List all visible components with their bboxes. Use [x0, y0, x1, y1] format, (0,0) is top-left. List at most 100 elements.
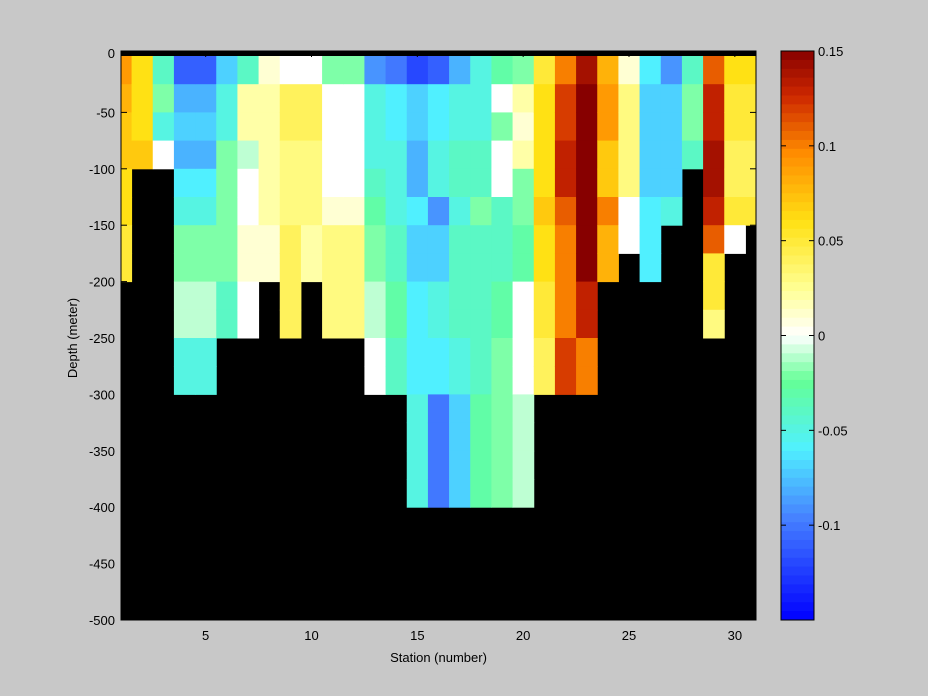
colorbar-swatch — [781, 442, 814, 452]
colorbar — [780, 50, 815, 621]
colorbar-swatch — [781, 59, 814, 70]
heatmap-cell — [745, 168, 757, 198]
heatmap-cell — [470, 168, 492, 198]
heatmap-cell — [152, 84, 175, 113]
heatmap-cell — [576, 84, 598, 113]
heatmap-cell — [597, 197, 619, 226]
y-tick-label: -400 — [89, 500, 115, 515]
heatmap-cell — [639, 253, 662, 283]
heatmap-cell — [300, 253, 323, 283]
colorbar-swatch — [781, 335, 814, 345]
heatmap-cell — [300, 140, 323, 170]
colorbar-swatch — [781, 237, 814, 248]
heatmap-cell — [279, 168, 302, 198]
heatmap-cell — [576, 338, 598, 367]
heatmap-cell — [406, 338, 429, 367]
heatmap-cell — [491, 338, 514, 367]
heatmap-cell — [427, 140, 450, 170]
heatmap-cell — [121, 56, 133, 85]
heatmap-cell — [173, 168, 196, 198]
heatmap-cell — [618, 197, 641, 226]
heatmap-cell — [533, 225, 556, 254]
heatmap-cell — [216, 225, 238, 254]
heatmap-cell — [258, 168, 281, 198]
heatmap-cell — [258, 225, 281, 254]
y-tick-label: -300 — [89, 387, 115, 402]
heatmap-cell — [279, 56, 302, 85]
heatmap-cell — [427, 168, 450, 198]
heatmap-cell — [195, 84, 217, 113]
heatmap-cell — [576, 140, 598, 170]
heatmap-cell — [554, 112, 577, 142]
heatmap-cell — [121, 197, 133, 226]
heatmap-cell — [406, 168, 429, 198]
heatmap-cell — [364, 309, 387, 339]
heatmap-cell — [491, 309, 514, 339]
heatmap-cell — [681, 112, 704, 142]
colorbar-swatch — [781, 548, 814, 559]
colorbar-swatch — [781, 211, 814, 221]
heatmap-cell — [533, 168, 556, 198]
heatmap-cell — [470, 422, 492, 452]
colorbar-swatch — [781, 451, 814, 461]
heatmap-cell — [300, 168, 323, 198]
heatmap-cell — [576, 225, 598, 254]
heatmap-cell — [554, 253, 577, 283]
heatmap-cell — [121, 168, 133, 198]
heatmap-cell — [279, 253, 302, 283]
heatmap-cell — [385, 168, 408, 198]
heatmap-cell — [216, 168, 238, 198]
x-tick-label: 10 — [304, 628, 318, 643]
heatmap-cell — [322, 112, 344, 142]
x-tick-label: 5 — [202, 628, 209, 643]
heatmap-cell — [121, 84, 133, 113]
heatmap-cell — [449, 112, 471, 142]
x-axis-label: Station (number) — [390, 650, 487, 665]
heatmap-cell — [427, 197, 450, 226]
heatmap-cell — [152, 112, 175, 142]
heatmap-cell — [597, 84, 619, 113]
y-tick-label: -200 — [89, 275, 115, 290]
heatmap-cell — [745, 140, 757, 170]
colorbar-swatch — [781, 175, 814, 185]
heatmap-cell — [703, 309, 725, 339]
heatmap-cell — [406, 140, 429, 170]
heatmap-cell — [300, 84, 323, 113]
heatmap-cell — [131, 84, 154, 113]
heatmap-cell — [322, 84, 344, 113]
colorbar-swatch — [781, 513, 814, 523]
heatmap-cell — [639, 56, 662, 85]
heatmap-cell — [195, 225, 217, 254]
heatmap-cell — [745, 56, 757, 85]
heatmap-cell — [449, 479, 471, 508]
y-tick-label: -150 — [89, 218, 115, 233]
heatmap-cell — [618, 168, 641, 198]
heatmap-cell — [427, 56, 450, 85]
colorbar-swatch — [781, 566, 814, 577]
colorbar-swatch — [781, 575, 814, 585]
heatmap-cell — [491, 479, 514, 508]
heatmap-cell — [195, 168, 217, 198]
heatmap-cell — [258, 112, 281, 142]
heatmap-cell — [554, 140, 577, 170]
heatmap-cell — [533, 253, 556, 283]
heatmap-cell — [533, 309, 556, 339]
heatmap-cell — [449, 366, 471, 395]
heatmap-cell — [322, 253, 344, 283]
heatmap-cell — [724, 168, 746, 198]
heatmap-cell — [745, 84, 757, 113]
heatmap-cell — [449, 450, 471, 480]
heatmap-cell — [173, 56, 196, 85]
colorbar-swatch — [781, 415, 814, 425]
heatmap-cell — [322, 168, 344, 198]
colorbar-swatch — [781, 104, 814, 114]
heatmap-cell — [322, 140, 344, 170]
heatmap-cell — [343, 281, 365, 311]
heatmap-cell — [512, 366, 535, 395]
heatmap-cell — [279, 112, 302, 142]
heatmap-cell — [258, 84, 281, 113]
heatmap-cell — [279, 140, 302, 170]
heatmap-cell — [427, 366, 450, 395]
heatmap-cell — [470, 281, 492, 311]
colorbar-swatch — [781, 379, 814, 390]
